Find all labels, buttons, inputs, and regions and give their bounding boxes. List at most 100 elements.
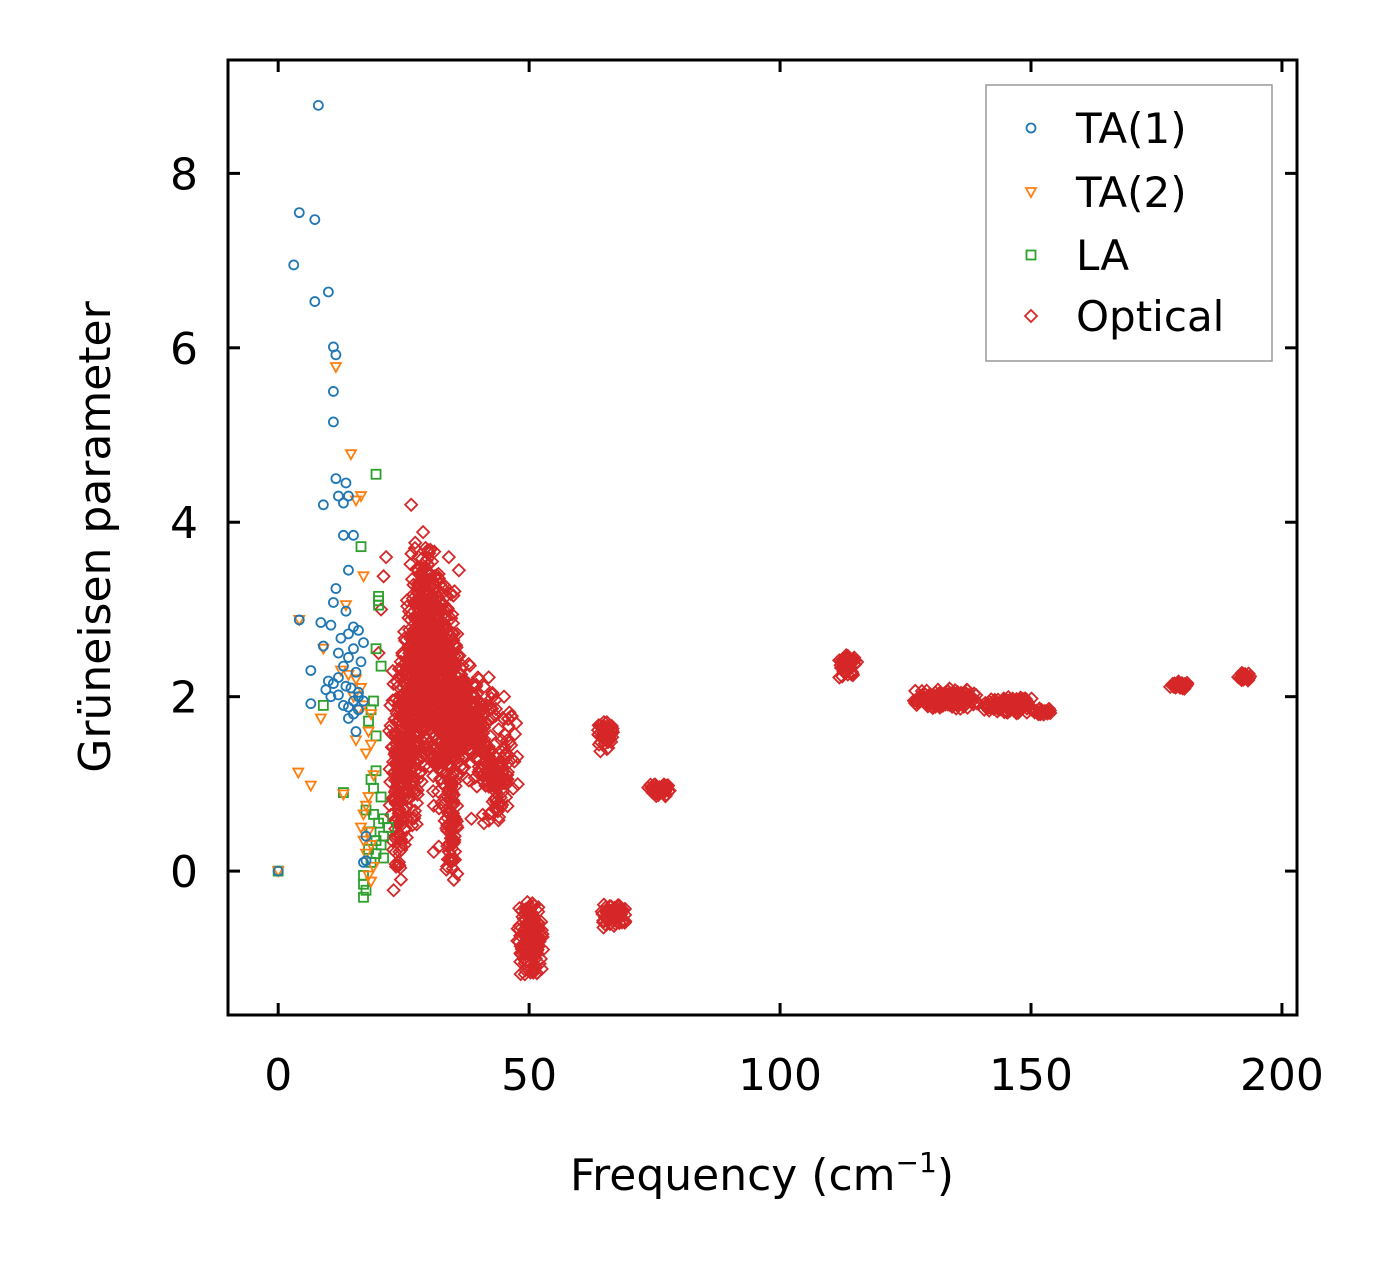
optical-point bbox=[403, 497, 419, 513]
y-tick-label: 8 bbox=[170, 149, 198, 200]
optical-point bbox=[407, 535, 423, 551]
ta1-point bbox=[343, 701, 354, 713]
legend-label-la: LA bbox=[1076, 231, 1129, 280]
optical-point bbox=[423, 700, 438, 715]
optical-point bbox=[407, 540, 423, 556]
optical-point bbox=[482, 711, 498, 727]
la-point bbox=[363, 715, 374, 727]
optical-point bbox=[386, 829, 402, 845]
optical-point bbox=[437, 736, 452, 752]
optical-point bbox=[386, 813, 402, 828]
optical-point bbox=[417, 610, 433, 626]
ta2-point bbox=[336, 789, 350, 802]
optical-point bbox=[406, 595, 422, 610]
optical-point bbox=[535, 926, 550, 942]
optical-point bbox=[602, 905, 617, 921]
optical-point bbox=[449, 626, 465, 642]
x-tick-label: 100 bbox=[738, 1050, 822, 1101]
ta2-point bbox=[364, 876, 378, 889]
optical-point bbox=[415, 524, 431, 540]
optical-point bbox=[1166, 679, 1182, 694]
optical-point bbox=[393, 872, 409, 887]
optical-point bbox=[409, 784, 424, 800]
optical-point bbox=[451, 562, 467, 578]
ta2-point bbox=[356, 571, 371, 584]
optical-point bbox=[410, 563, 426, 578]
ta1-point bbox=[343, 564, 354, 576]
legend-marks bbox=[1023, 122, 1039, 324]
ta1-point bbox=[340, 477, 352, 489]
optical-point bbox=[388, 844, 403, 860]
optical-point bbox=[432, 747, 448, 763]
optical-point bbox=[429, 620, 445, 635]
optical-point bbox=[420, 637, 435, 652]
optical-point bbox=[593, 743, 608, 759]
la-point bbox=[355, 541, 367, 553]
optical-point bbox=[525, 963, 540, 979]
optical-point bbox=[430, 650, 445, 665]
optical-point bbox=[397, 786, 412, 802]
optical-point bbox=[497, 726, 512, 742]
optical-point bbox=[531, 900, 546, 915]
ta1-point bbox=[330, 349, 342, 361]
optical-point bbox=[449, 866, 465, 882]
ta2-point bbox=[314, 713, 328, 726]
ta2-point bbox=[349, 495, 363, 508]
optical-point bbox=[517, 911, 532, 927]
optical-point bbox=[1242, 669, 1258, 684]
optical-point bbox=[446, 872, 462, 888]
optical-point bbox=[509, 749, 525, 765]
optical-point bbox=[1239, 668, 1255, 684]
optical-point bbox=[906, 693, 922, 708]
optical-point bbox=[445, 808, 460, 824]
optical-point bbox=[443, 586, 459, 602]
optical-point bbox=[455, 727, 471, 742]
optical-point bbox=[425, 623, 440, 639]
optical-point bbox=[435, 639, 450, 654]
data-points bbox=[271, 99, 1258, 982]
ta2-point bbox=[364, 709, 378, 721]
optical-point bbox=[481, 670, 496, 685]
optical-point bbox=[1172, 679, 1187, 694]
optical-point bbox=[420, 542, 436, 558]
ta2-point bbox=[361, 792, 376, 804]
ta1-point bbox=[348, 529, 359, 541]
ta1-point bbox=[338, 660, 349, 672]
x-axis-label: Frequency (cm−1) bbox=[570, 1146, 954, 1201]
optical-point bbox=[940, 689, 956, 705]
optical-point bbox=[404, 703, 419, 719]
optical-point bbox=[1024, 691, 1039, 706]
plot-frame bbox=[226, 58, 1299, 1017]
optical-point bbox=[398, 765, 414, 781]
legend-marker-optical bbox=[1023, 308, 1039, 324]
ta1-point bbox=[353, 691, 364, 703]
optical-point bbox=[391, 857, 407, 873]
ta1-point bbox=[355, 656, 367, 668]
optical-point bbox=[456, 760, 472, 775]
legend: TA(1) TA(2) LA Optical bbox=[985, 84, 1273, 362]
optical-point bbox=[413, 765, 428, 780]
optical-point bbox=[454, 686, 469, 702]
x-tick-label: 50 bbox=[501, 1050, 557, 1101]
optical-point bbox=[441, 683, 457, 699]
optical-point bbox=[521, 917, 536, 932]
legend-marker-ta2 bbox=[1024, 187, 1038, 199]
optical-point bbox=[464, 811, 479, 827]
optical-point bbox=[846, 652, 862, 668]
optical-point bbox=[599, 741, 615, 757]
optical-point bbox=[465, 687, 481, 702]
optical-point bbox=[923, 689, 938, 704]
ta2-point bbox=[364, 739, 378, 752]
optical-point bbox=[411, 654, 427, 669]
y-axis-label: Grüneisen parameter bbox=[70, 300, 121, 772]
optical-point bbox=[425, 783, 441, 799]
optical-point bbox=[425, 599, 441, 614]
ta2-point bbox=[349, 735, 363, 748]
series-ta2 bbox=[271, 362, 381, 889]
optical-point bbox=[490, 804, 506, 819]
la-point bbox=[317, 699, 329, 711]
ta1-point bbox=[327, 597, 339, 608]
optical-point bbox=[525, 943, 541, 959]
ta2-point bbox=[356, 809, 371, 822]
ta1-point bbox=[309, 214, 321, 226]
